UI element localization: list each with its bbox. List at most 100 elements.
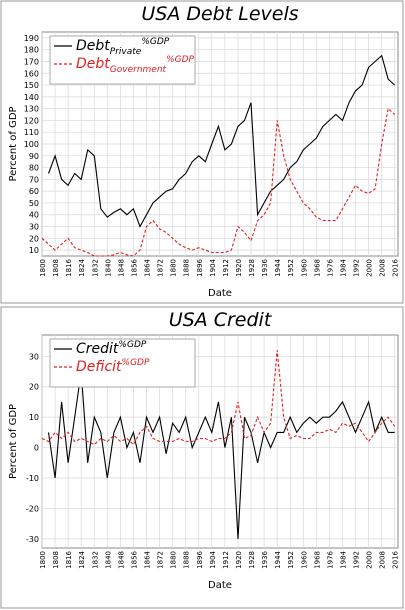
x-tick-label: 1936 [261, 258, 269, 276]
y-tick-label: 30 [29, 352, 39, 361]
x-tick-label: 1832 [91, 259, 99, 277]
legend-name: Deficit [76, 359, 122, 375]
legend-subscript: Government [110, 65, 167, 75]
y-tick-label: 0 [34, 444, 39, 453]
legend-name: Credit [76, 341, 119, 357]
x-tick-label: 1880 [170, 259, 178, 277]
legend-superscript: %GDP [166, 55, 194, 65]
legend-box [49, 338, 196, 388]
x-tick-label: 1848 [117, 259, 125, 277]
x-tick-label: 1992 [353, 551, 361, 569]
chart-title: USA Debt Levels [141, 3, 298, 25]
x-tick-label: 2000 [366, 551, 374, 569]
x-tick-label: 2000 [366, 259, 374, 277]
x-tick-label: 1928 [248, 551, 256, 569]
x-tick-label: 1936 [261, 550, 269, 568]
x-tick-label: 1808 [52, 551, 60, 569]
x-tick-label: 1968 [313, 551, 321, 569]
y-tick-label: 100 [24, 140, 39, 149]
y-tick-label: 70 [29, 175, 39, 184]
x-tick-label: 1816 [65, 550, 73, 568]
data-line [47, 54, 396, 228]
y-tick-label: -20 [26, 504, 39, 513]
y-tick-label: 190 [24, 34, 39, 43]
x-tick-label: 1920 [235, 259, 243, 277]
x-tick-label: 1888 [183, 259, 191, 277]
legend-superscript: %GDP [118, 340, 146, 350]
data-line [41, 107, 396, 257]
x-tick-label: 1952 [287, 551, 295, 569]
x-tick-label: 1872 [157, 259, 165, 277]
x-tick-label: 1840 [104, 551, 112, 569]
chart-title: USA Credit [169, 309, 273, 331]
x-tick-label: 1888 [183, 551, 191, 569]
x-tick-label: 1944 [274, 258, 282, 276]
x-tick-label: 1896 [196, 550, 204, 568]
data-line [41, 350, 396, 446]
x-tick-label: 2016 [392, 258, 400, 276]
y-tick-label: 110 [24, 128, 39, 137]
y-tick-label: 120 [24, 116, 39, 125]
x-tick-label: 1920 [235, 551, 243, 569]
y-tick-label: -30 [26, 535, 39, 544]
data-line [47, 371, 395, 539]
y-tick-label: 80 [29, 164, 39, 173]
x-tick-label: 1856 [130, 550, 138, 568]
y-tick-label: 90 [29, 152, 39, 161]
y-tick-label: 10 [29, 246, 39, 255]
x-tick-label: 1840 [104, 259, 112, 277]
x-tick-label: 1872 [157, 551, 165, 569]
panel-frame [0, 306, 404, 609]
legend-superscript: %GDP [141, 37, 169, 47]
x-tick-label: 1984 [339, 550, 347, 568]
x-tick-label: 1912 [222, 551, 230, 569]
y-tick-label: 160 [24, 69, 39, 78]
x-axis-label: Date [208, 580, 232, 591]
x-tick-label: 1808 [52, 259, 60, 277]
y-tick-label: 130 [24, 105, 39, 114]
x-tick-label: 1976 [326, 550, 334, 568]
legend-entry: Deficit%GDP [76, 358, 150, 375]
x-tick-label: 1864 [144, 258, 152, 276]
x-tick-label: 2008 [379, 259, 387, 277]
x-tick-label: 1960 [300, 551, 308, 569]
legend-subscript: Private [110, 47, 142, 57]
x-tick-label: 1896 [196, 258, 204, 276]
y-tick-label: 180 [24, 46, 39, 55]
legend-entry: DebtPrivate%GDP [76, 37, 170, 57]
y-tick-label: 30 [29, 223, 39, 232]
y-tick-label: 20 [29, 383, 39, 392]
panel-frame [0, 0, 404, 304]
x-tick-label: 1800 [39, 551, 47, 569]
x-tick-label: 1800 [39, 259, 47, 277]
legend-entry: DebtGovernment%GDP [76, 55, 195, 75]
x-tick-label: 1848 [117, 551, 125, 569]
y-axis-label: Percent of GDP [8, 106, 19, 181]
x-tick-label: 1816 [65, 258, 73, 276]
x-tick-label: 1856 [130, 258, 138, 276]
y-tick-label: 50 [29, 199, 39, 208]
x-tick-label: 2008 [379, 551, 387, 569]
x-tick-label: 1960 [300, 259, 308, 277]
y-tick-label: 10 [29, 413, 39, 422]
x-tick-label: 1824 [78, 550, 86, 568]
x-tick-label: 1864 [144, 550, 152, 568]
y-tick-label: 170 [24, 57, 39, 66]
y-tick-label: 140 [24, 93, 39, 102]
x-tick-label: 1880 [170, 551, 178, 569]
x-tick-label: 1904 [209, 258, 217, 276]
x-tick-label: 1912 [222, 259, 230, 277]
legend-name: Debt [76, 56, 110, 72]
y-tick-label: 20 [29, 234, 39, 243]
x-tick-label: 1976 [326, 258, 334, 276]
x-tick-label: 1984 [339, 258, 347, 276]
y-tick-label: 150 [24, 81, 39, 90]
x-tick-label: 1968 [313, 259, 321, 277]
x-tick-label: 1952 [287, 259, 295, 277]
y-tick-label: 60 [29, 187, 39, 196]
y-tick-label: -10 [26, 474, 39, 483]
x-tick-label: 2016 [392, 550, 400, 568]
x-tick-label: 1944 [274, 550, 282, 568]
x-tick-label: 1832 [91, 551, 99, 569]
